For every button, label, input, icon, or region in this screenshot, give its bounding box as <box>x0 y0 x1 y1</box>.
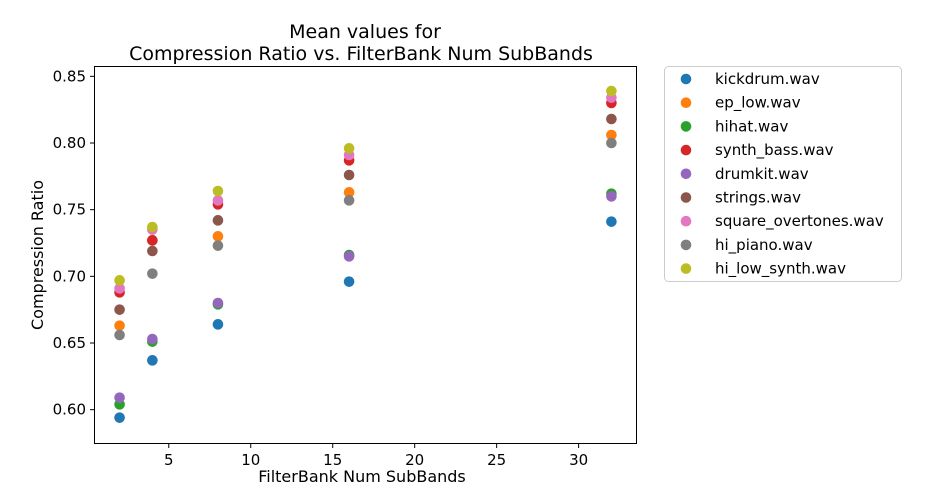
data-point <box>212 215 224 226</box>
x-tick-label: 30 <box>569 451 588 469</box>
data-point <box>343 187 355 198</box>
data-point <box>343 169 355 181</box>
data-point <box>606 129 617 141</box>
legend-item: square_overtones.wav <box>680 212 884 231</box>
legend-label: kickdrum.wav <box>715 70 820 88</box>
y-tick-label: 0.65 <box>53 334 86 352</box>
legend-item: ep_low.wav <box>680 94 801 113</box>
data-point <box>343 276 355 287</box>
data-point <box>147 268 158 279</box>
x-tick-label: 5 <box>164 451 174 469</box>
y-tick-label: 0.80 <box>53 134 86 152</box>
legend-label: hihat.wav <box>715 117 788 135</box>
data-points <box>114 85 617 423</box>
series-square-overtones-wav <box>114 92 617 294</box>
legend-label: synth_bass.wav <box>715 141 834 160</box>
chart-title-line-2: Compression Ratio vs. FilterBank Num Sub… <box>129 43 593 65</box>
data-point <box>343 195 355 206</box>
data-point <box>343 143 355 154</box>
legend: kickdrum.wav ep_low.wav hihat.wav synth_bas… <box>664 66 902 282</box>
legend-label: hi_low_synth.wav <box>715 260 846 279</box>
x-tick-label: 10 <box>241 451 260 469</box>
data-point <box>606 137 617 149</box>
data-point <box>114 329 125 341</box>
series-ep-low-wav <box>114 129 617 331</box>
series-hi-low-synth-wav <box>114 85 617 286</box>
legend-label: ep_low.wav <box>715 94 801 113</box>
y-axis: 0.60 0.65 0.70 0.75 0.80 0.85 <box>53 67 95 419</box>
legend-frame <box>664 66 902 282</box>
legend-label: strings.wav <box>715 189 801 207</box>
legend-item: hi_piano.wav <box>680 236 813 255</box>
x-axis-label: FilterBank Num SubBands <box>258 467 466 486</box>
series-strings-wav <box>114 113 617 315</box>
data-point <box>212 240 224 251</box>
data-point <box>212 185 224 197</box>
data-point <box>343 251 355 262</box>
y-tick-label: 0.75 <box>53 201 86 219</box>
legend-label: square_overtones.wav <box>715 212 884 231</box>
data-point <box>114 283 125 294</box>
legend-marker <box>680 144 692 156</box>
y-axis-label: Compression Ratio <box>28 180 47 330</box>
legend-item: strings.wav <box>680 189 801 207</box>
data-point <box>147 221 158 233</box>
series-drumkit-wav <box>114 191 617 403</box>
legend-item: drumkit.wav <box>680 165 809 183</box>
data-point <box>114 304 125 315</box>
legend-item: hihat.wav <box>680 117 788 135</box>
data-point <box>114 392 125 403</box>
series-synth-bass-wav <box>114 97 617 298</box>
data-point <box>147 333 158 345</box>
series-hihat-wav <box>114 188 617 410</box>
legend-marker <box>680 97 692 108</box>
legend-item: kickdrum.wav <box>680 70 820 88</box>
x-tick-label: 15 <box>323 451 342 469</box>
legend-marker <box>680 239 692 251</box>
legend-marker <box>680 263 692 274</box>
plot-area <box>94 66 637 444</box>
chart-title-line-1: Mean values for <box>289 21 441 43</box>
legend-marker <box>680 215 692 227</box>
legend-marker <box>680 192 692 203</box>
y-tick-label: 0.85 <box>53 67 86 85</box>
data-point <box>212 319 224 330</box>
series-kickdrum-wav <box>114 216 617 423</box>
data-point <box>147 235 158 246</box>
data-point <box>212 297 224 309</box>
data-point <box>114 275 125 286</box>
series-hi-piano-wav <box>114 137 617 341</box>
legend-label: hi_piano.wav <box>715 236 813 255</box>
x-axis: 5 10 15 20 25 30 <box>164 443 588 469</box>
data-point <box>147 245 158 257</box>
data-point <box>212 231 224 242</box>
legend-label: drumkit.wav <box>715 165 809 183</box>
data-point <box>606 113 617 125</box>
legend-marker <box>680 121 692 132</box>
data-point <box>606 216 617 227</box>
data-point <box>114 412 125 423</box>
legend-item: hi_low_synth.wav <box>680 260 846 279</box>
y-tick-label: 0.60 <box>53 401 86 419</box>
legend-marker <box>680 73 692 85</box>
legend-item: synth_bass.wav <box>680 141 834 160</box>
data-point <box>212 195 224 206</box>
data-point <box>606 85 617 97</box>
y-tick-label: 0.70 <box>53 267 86 285</box>
legend-marker <box>680 168 692 180</box>
x-tick-label: 25 <box>487 451 506 469</box>
data-point <box>147 355 158 366</box>
data-point <box>606 191 617 202</box>
data-point <box>114 320 125 331</box>
x-tick-label: 20 <box>405 451 424 469</box>
